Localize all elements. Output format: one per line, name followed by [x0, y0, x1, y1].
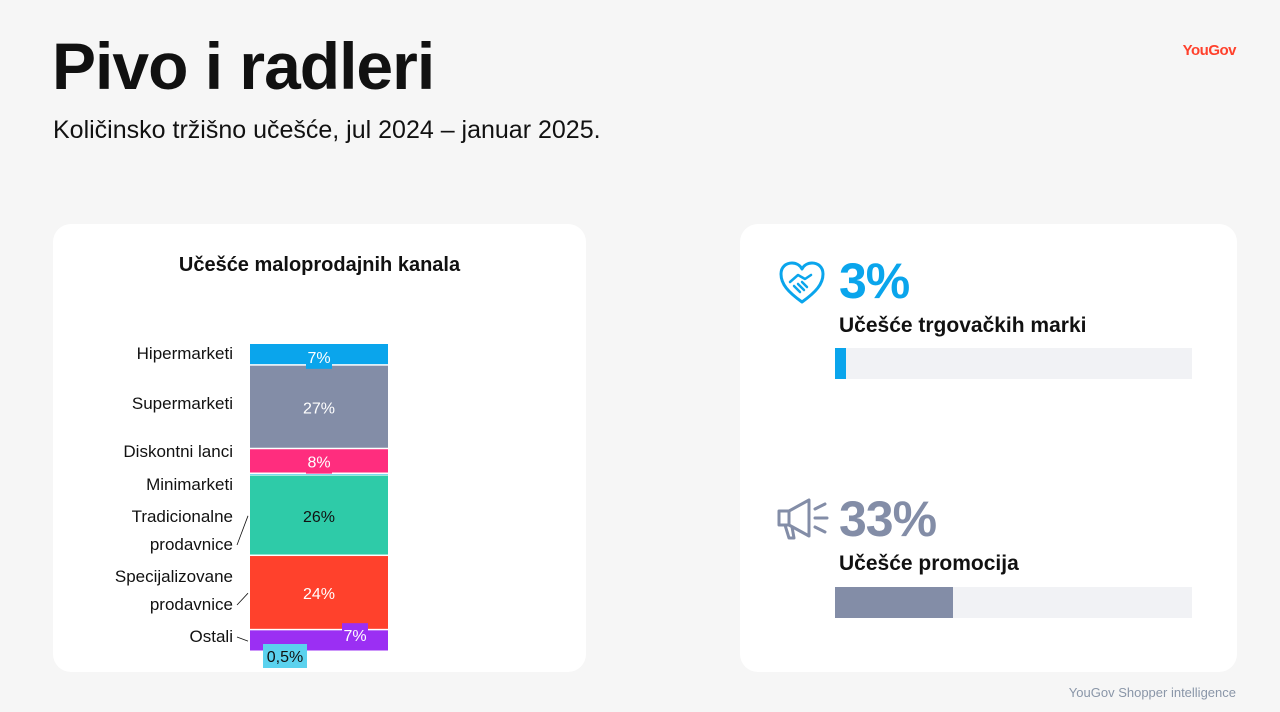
handshake-heart-icon: [779, 261, 825, 304]
bar-segment: [250, 365, 388, 448]
kpi-progress-track: [835, 348, 1192, 379]
bar-segment: [250, 475, 388, 555]
value-label: 8%: [307, 455, 330, 472]
value-label: 7%: [307, 350, 330, 367]
category-label: Specijalizovane: [115, 567, 233, 586]
value-label: 24%: [303, 586, 335, 603]
category-label: Hipermarketi: [137, 344, 233, 363]
kpi-card: 3% Učešće trgovačkih marki 33% Učešće pr…: [740, 224, 1237, 672]
category-label: Ostali: [190, 627, 233, 646]
kpi-progress-track: [835, 587, 1192, 618]
value-label: 26%: [303, 509, 335, 526]
value-label: 27%: [303, 400, 335, 417]
value-label: 0,5%: [267, 649, 303, 666]
leader-line: [236, 636, 249, 642]
category-label: Minimarketi: [146, 475, 233, 494]
bar-segment: [250, 556, 388, 629]
leader-line: [236, 592, 249, 606]
kpi-label: Učešće trgovačkih marki: [839, 314, 1087, 337]
value-label: 7%: [343, 628, 366, 645]
stacked-bar-chart: Hipermarketi Supermarketi Diskontni lanci M…: [115, 344, 388, 668]
value-label-box: [306, 449, 332, 474]
value-label-box: [342, 623, 368, 648]
bar-segment: [250, 474, 388, 475]
kpi-progress-fill: [835, 587, 953, 618]
chart-title: Učešće maloprodajnih kanala: [178, 254, 461, 276]
kpi-value: 3%: [839, 253, 910, 309]
value-label-box: [306, 344, 332, 369]
category-label: prodavnice: [150, 595, 233, 614]
value-label-box: [263, 644, 307, 668]
page-title: Pivo i radleri: [52, 29, 435, 103]
kpi-value: 33%: [839, 491, 937, 547]
yougov-logo: YouGov: [1182, 42, 1237, 59]
category-label: Tradicionalne: [132, 507, 233, 526]
category-label: Supermarketi: [132, 394, 233, 413]
channel-share-card: Učešće maloprodajnih kanala Hipermarketi…: [53, 224, 586, 672]
footer-source: YouGov Shopper intelligence: [1068, 685, 1236, 700]
category-label: Diskontni lanci: [123, 442, 233, 461]
kpi-label: Učešće promocija: [839, 552, 1019, 575]
megaphone-icon: [777, 498, 829, 540]
page-subtitle: Količinsko tržišno učešće, jul 2024 – ja…: [53, 116, 601, 144]
category-label: prodavnice: [150, 535, 233, 554]
kpi-progress-fill: [835, 348, 846, 379]
leader-line: [236, 515, 249, 546]
